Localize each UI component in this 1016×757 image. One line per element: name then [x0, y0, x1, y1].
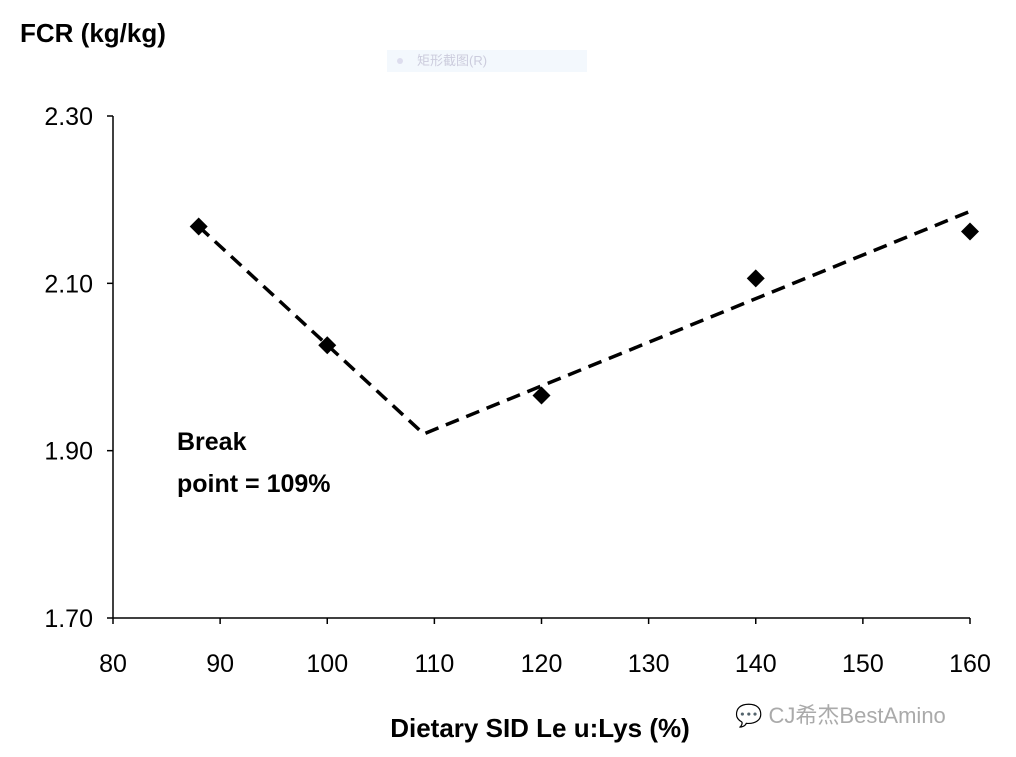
x-axis-title: Dietary SID Le u:Lys (%) [390, 713, 690, 743]
x-tick-label: 110 [414, 650, 454, 678]
data-point [532, 386, 551, 405]
data-point [746, 269, 765, 288]
x-tick-label: 100 [306, 650, 348, 678]
y-tick-label: 1.90 [44, 438, 93, 466]
snip-watermark: 矩形截图(R) [387, 50, 587, 72]
y-tick-label: 2.30 [44, 103, 93, 131]
x-tick-label: 120 [521, 650, 563, 678]
data-point [318, 336, 337, 355]
brand-watermark: 💬 CJ希杰BestAmino [735, 703, 946, 728]
x-tick-label: 80 [99, 650, 127, 678]
annotation-line-1: Break [177, 428, 247, 456]
brand-watermark-text: CJ希杰BestAmino [768, 703, 946, 728]
x-tick-label: 160 [949, 650, 991, 678]
x-tick-label: 150 [842, 650, 884, 678]
y-tick-label: 2.10 [44, 270, 93, 298]
x-tick-label: 130 [628, 650, 670, 678]
y-axis-title: FCR (kg/kg) [20, 18, 166, 48]
x-tick-label: 90 [206, 650, 234, 678]
y-tick-label: 1.70 [44, 605, 93, 633]
data-point [961, 222, 979, 241]
data-point [189, 217, 208, 236]
fit-line [197, 209, 971, 436]
x-tick-label: 140 [735, 650, 777, 678]
annotation-line-2: point = 109% [177, 470, 331, 498]
